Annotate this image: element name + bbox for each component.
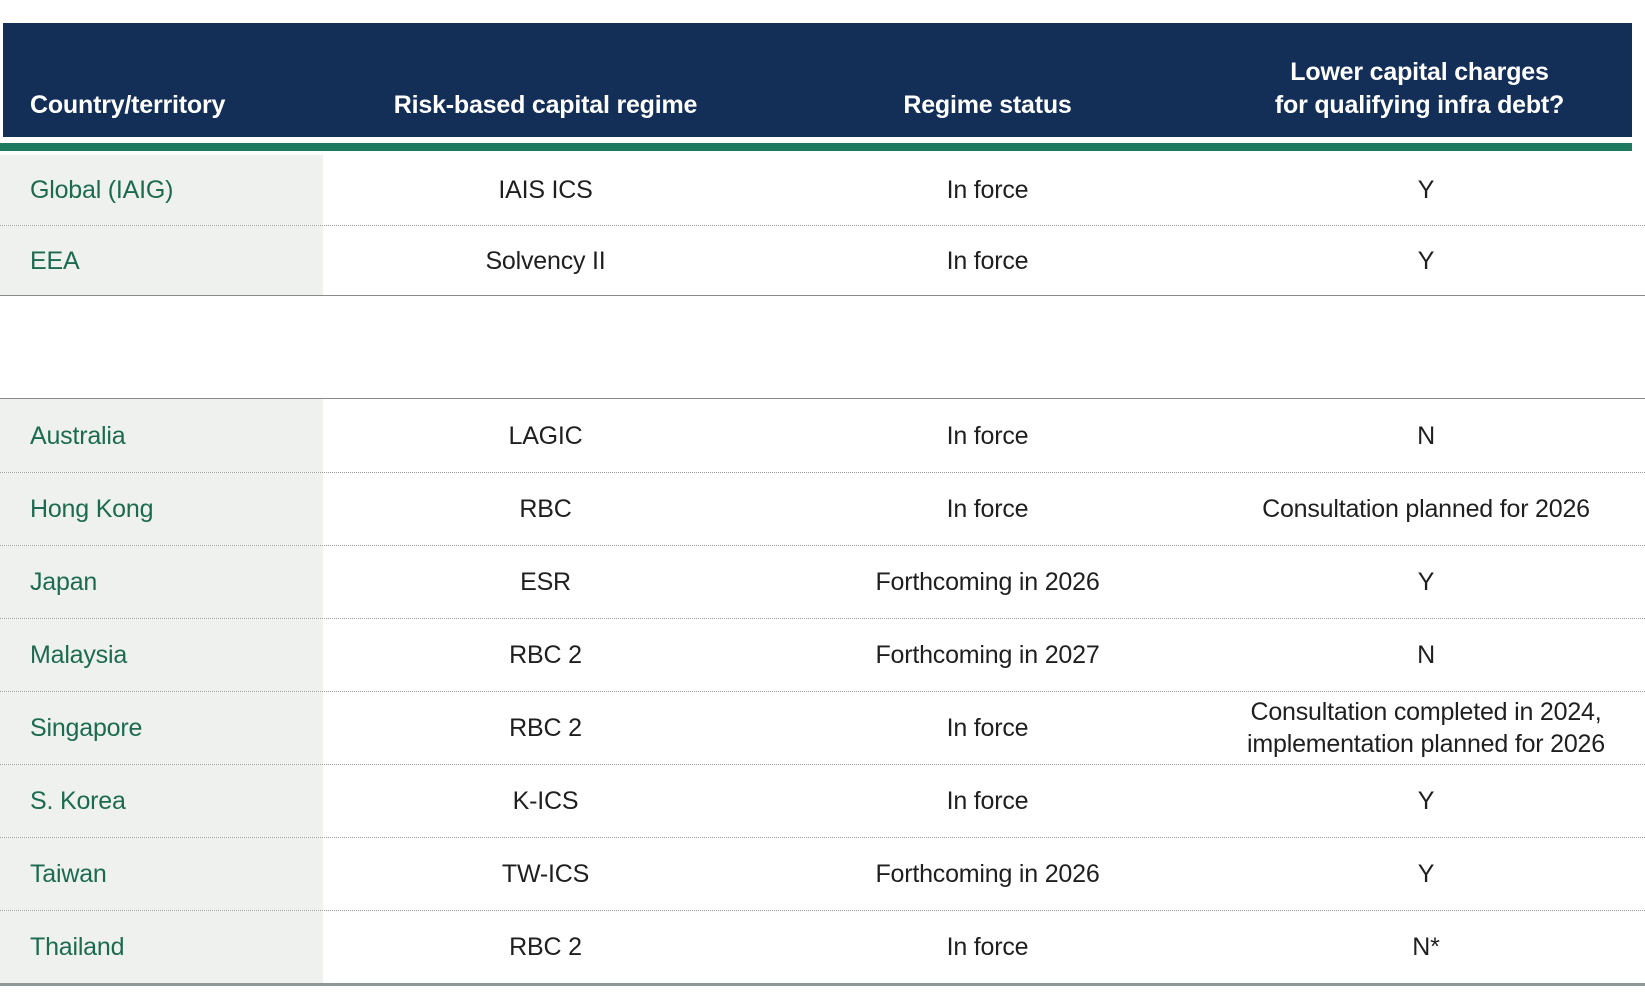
table-row: Hong Kong RBC In force Consultation plan… xyxy=(0,472,1645,545)
status-cell: In force xyxy=(946,495,1029,523)
infra-debt-cell: N* xyxy=(1412,933,1440,961)
regime-cell: Solvency II xyxy=(485,246,606,275)
status-cell: In force xyxy=(946,933,1029,961)
regime-cell: RBC 2 xyxy=(509,641,582,669)
table-row: Thailand RBC 2 In force N* xyxy=(0,910,1645,983)
country-cell: Malaysia xyxy=(0,619,323,691)
status-cell: In force xyxy=(946,421,1029,450)
status-cell: In force xyxy=(946,246,1029,275)
infra-debt-cell: Y xyxy=(1417,860,1435,888)
table-row: Global (IAIG) IAIS ICS In force Y xyxy=(0,155,1645,225)
regime-cell: IAIS ICS xyxy=(498,176,593,204)
status-cell: Forthcoming in 2026 xyxy=(875,860,1100,888)
table-body: Global (IAIG) IAIS ICS In force Y EEA So… xyxy=(0,155,1645,983)
infra-debt-cell: N xyxy=(1417,421,1435,450)
header-regime-status: Regime status xyxy=(903,91,1072,119)
regime-cell: RBC xyxy=(519,495,572,523)
infra-debt-cell: Y xyxy=(1417,568,1435,596)
infra-debt-cell: Y xyxy=(1417,787,1435,815)
regime-cell: TW-ICS xyxy=(501,860,590,888)
header-accent-bar xyxy=(0,143,1632,151)
country-cell: S. Korea xyxy=(0,765,323,837)
status-cell: Forthcoming in 2026 xyxy=(875,568,1100,596)
country-cell: Thailand xyxy=(0,911,323,983)
status-cell: Forthcoming in 2027 xyxy=(875,641,1100,669)
country-cell: Global (IAIG) xyxy=(0,155,323,225)
regime-cell: RBC 2 xyxy=(509,933,582,961)
regime-cell: K-ICS xyxy=(512,787,579,815)
regime-cell: RBC 2 xyxy=(509,714,582,742)
global-section: Global (IAIG) IAIS ICS In force Y EEA So… xyxy=(0,155,1645,295)
country-cell: Singapore xyxy=(0,692,323,764)
country-cell: Hong Kong xyxy=(0,473,323,545)
infra-debt-cell: N xyxy=(1417,641,1435,669)
country-cell: Taiwan xyxy=(0,838,323,910)
infra-debt-cell: Consultation completed in 2024, implemen… xyxy=(1247,698,1605,758)
table-header-row: Country/territory Risk-based capital reg… xyxy=(3,23,1632,137)
hidden-rows-gap xyxy=(0,295,1645,399)
header-country-territory: Country/territory xyxy=(30,91,226,119)
country-cell: EEA xyxy=(0,226,323,295)
header-risk-based-capital-regime: Risk-based capital regime xyxy=(393,91,698,119)
infra-debt-cell: Consultation planned for 2026 xyxy=(1262,495,1590,523)
status-cell: In force xyxy=(946,787,1029,815)
table-row: EEA Solvency II In force Y xyxy=(0,225,1645,295)
table-row: Australia LAGIC In force N xyxy=(0,399,1645,472)
table-row: Singapore RBC 2 In force Consultation co… xyxy=(0,691,1645,764)
infra-debt-cell: Y xyxy=(1417,246,1435,275)
status-cell: In force xyxy=(946,176,1029,204)
table-row: Taiwan TW-ICS Forthcoming in 2026 Y xyxy=(0,837,1645,910)
regime-cell: LAGIC xyxy=(508,421,583,450)
table-row: Japan ESR Forthcoming in 2026 Y xyxy=(0,545,1645,618)
country-cell: Japan xyxy=(0,546,323,618)
apac-section: Australia LAGIC In force N Hong Kong RBC… xyxy=(0,399,1645,983)
table-bottom-border xyxy=(0,983,1645,986)
header-lower-capital-charges: Lower capital charges for qualifying inf… xyxy=(1274,58,1565,119)
country-cell: Australia xyxy=(0,399,323,472)
infra-debt-cell: Y xyxy=(1417,176,1435,204)
table-row: Malaysia RBC 2 Forthcoming in 2027 N xyxy=(0,618,1645,691)
table-row: S. Korea K-ICS In force Y xyxy=(0,764,1645,837)
regime-cell: ESR xyxy=(520,568,571,596)
status-cell: In force xyxy=(946,714,1029,742)
